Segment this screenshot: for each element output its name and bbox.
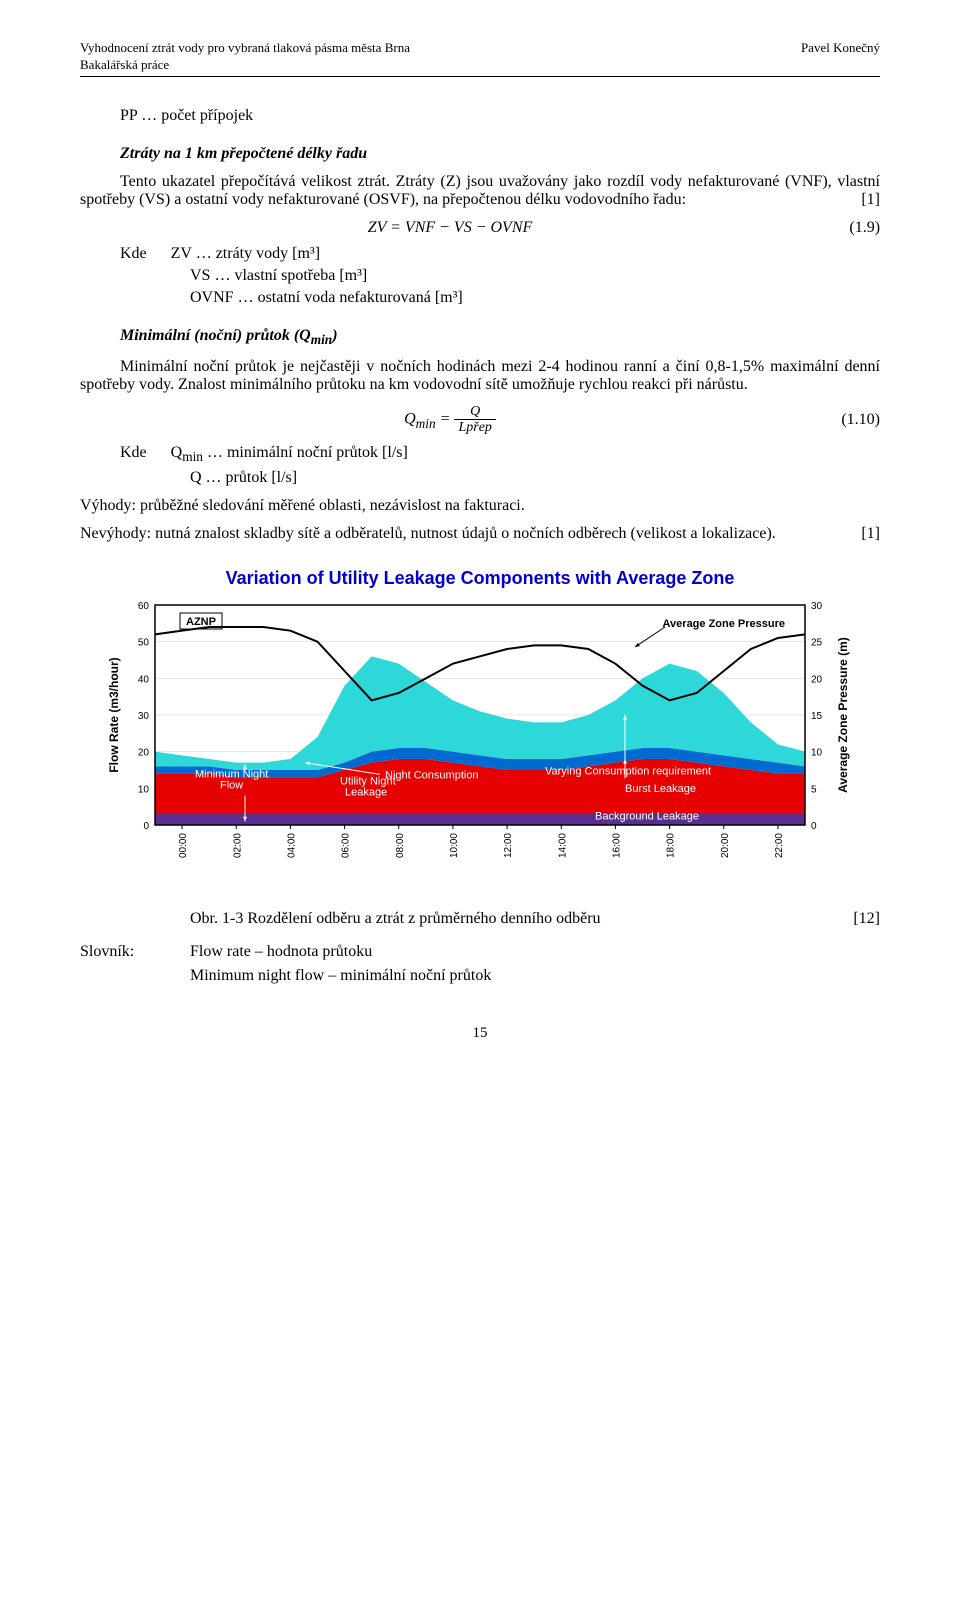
slovnik-line-1: Flow rate – hodnota průtoku [190,943,372,961]
svg-text:40: 40 [138,674,150,685]
nevyhody-text: Nevýhody: nutná znalost skladby sítě a o… [80,525,776,542]
kde-label: Kde [120,245,147,262]
figure-caption-text: Obr. 1-3 Rozdělení odběru a ztrát z prům… [190,910,601,927]
def-ovnf: OVNF … ostatní voda nefakturovaná [m³] [190,289,880,307]
def-zv-text: ZV … ztráty vody [m³] [171,245,320,262]
svg-text:04:00: 04:00 [286,833,297,858]
svg-text:5: 5 [811,784,817,795]
svg-text:Average Zone Pressure: Average Zone Pressure [663,618,785,630]
nevyhody: Nevýhody: nutná znalost skladby sítě a o… [80,525,880,543]
vyhody: Výhody: průběžné sledování měřené oblast… [80,497,880,515]
svg-text:10: 10 [138,784,150,795]
equation-2-number: (1.10) [820,411,880,429]
figure-caption: Obr. 1-3 Rozdělení odběru a ztrát z prům… [190,910,880,928]
page-header: Vyhodnocení ztrát vody pro vybraná tlako… [80,40,880,77]
equation-2: Qmin = Q Lpřep (1.10) [80,404,880,436]
svg-text:0: 0 [143,821,149,832]
equation-1: ZV = VNF − VS − OVNF (1.9) [80,219,880,237]
svg-text:15: 15 [811,711,823,722]
svg-text:20:00: 20:00 [720,833,731,858]
paragraph-2: Minimální noční průtok je nejčastěji v n… [80,358,880,394]
paragraph-1-text: Tento ukazatel přepočítává velikost ztrá… [80,173,880,208]
svg-text:30: 30 [138,711,150,722]
slovnik-label: Slovník: [80,943,190,961]
header-title-2: Bakalářská práce [80,57,410,74]
chart-title: Variation of Utility Leakage Components … [100,568,860,589]
svg-text:Burst Leakage: Burst Leakage [625,783,696,795]
equation-2-body: Qmin = Q Lpřep [404,404,496,436]
svg-text:18:00: 18:00 [666,833,677,858]
svg-text:50: 50 [138,638,150,649]
svg-text:10: 10 [811,748,823,759]
ref-2: [1] [861,525,880,543]
kde-label-2: Kde [120,444,147,461]
svg-text:Flow Rate (m3/hour): Flow Rate (m3/hour) [107,657,121,772]
chart-svg: 0 10 20 30 40 50 60 0 5 10 15 20 25 30 00:00 02:00 04:00… [100,595,860,895]
section-heading-2: Minimální (noční) průtok (Qmin) [80,327,880,348]
header-author: Pavel Konečný [801,40,880,74]
def-zv: Kde ZV … ztráty vody [m³] [120,245,880,263]
svg-text:02:00: 02:00 [232,833,243,858]
equation-1-number: (1.9) [820,219,880,237]
slovnik-row-2: Minimum night flow – minimální noční prů… [80,967,880,985]
svg-text:14:00: 14:00 [557,833,568,858]
ref-1: [1] [821,191,880,209]
header-title-1: Vyhodnocení ztrát vody pro vybraná tlako… [80,40,410,57]
slovnik-row-1: Slovník: Flow rate – hodnota průtoku [80,943,880,961]
svg-text:10:00: 10:00 [449,833,460,858]
svg-text:08:00: 08:00 [395,833,406,858]
svg-text:12:00: 12:00 [503,833,514,858]
def-vs: VS … vlastní spotřeba [m³] [190,267,880,285]
svg-text:Background Leakage: Background Leakage [595,810,699,822]
def-qmin: Kde Qmin … minimální noční průtok [l/s] [120,444,880,465]
slovnik-line-2: Minimum night flow – minimální noční prů… [190,967,491,985]
svg-text:Leakage: Leakage [345,787,387,799]
svg-text:00:00: 00:00 [178,833,189,858]
svg-text:Night Consumption: Night Consumption [385,769,479,781]
def-q: Q … průtok [l/s] [190,469,880,487]
svg-text:20: 20 [811,674,823,685]
page-number: 15 [80,1025,880,1042]
equation-1-body: ZV = VNF − VS − OVNF [368,219,533,237]
leakage-chart: Variation of Utility Leakage Components … [100,568,860,895]
svg-text:20: 20 [138,748,150,759]
pp-line: PP … počet přípojek [80,107,880,125]
svg-text:22:00: 22:00 [774,833,785,858]
svg-text:30: 30 [811,601,823,612]
svg-text:16:00: 16:00 [611,833,622,858]
svg-text:Average Zone Pressure (m): Average Zone Pressure (m) [836,637,850,793]
svg-text:60: 60 [138,601,150,612]
svg-text:25: 25 [811,638,823,649]
section-heading-1: Ztráty na 1 km přepočtené délky řadu [80,145,880,163]
figure-caption-ref: [12] [853,910,880,928]
svg-text:0: 0 [811,821,817,832]
paragraph-1: Tento ukazatel přepočítává velikost ztrá… [80,173,880,209]
svg-text:Flow: Flow [220,779,243,791]
svg-text:Varying Consumption requiremen: Varying Consumption requirement [545,765,711,777]
svg-text:06:00: 06:00 [341,833,352,858]
svg-text:AZNP: AZNP [186,616,216,628]
